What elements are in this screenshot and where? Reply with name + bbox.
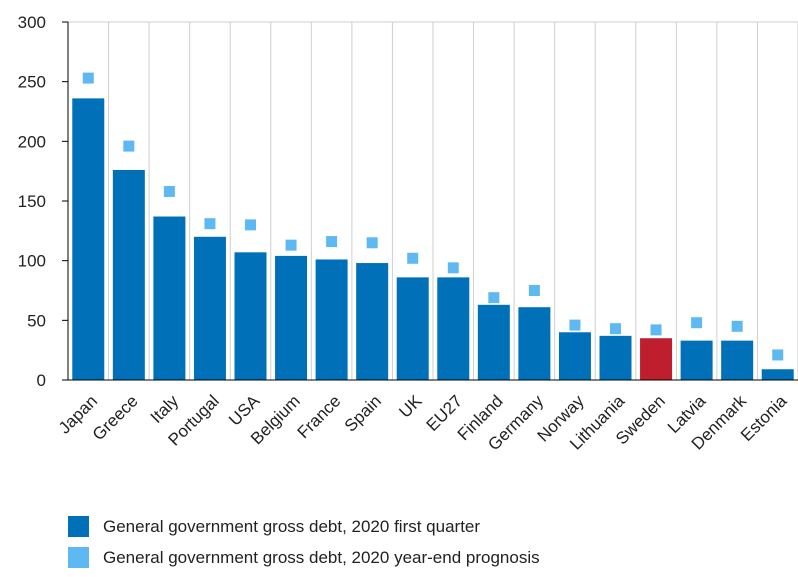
marker-greece bbox=[123, 140, 135, 152]
bar-france bbox=[315, 259, 348, 380]
y-tick-label: 50 bbox=[27, 311, 46, 330]
bar-denmark bbox=[721, 340, 754, 380]
bar-belgium bbox=[275, 255, 308, 380]
bar-greece bbox=[112, 169, 145, 380]
legend-label-year-end-prognosis: General government gross debt, 2020 year… bbox=[103, 547, 540, 567]
bar-norway bbox=[558, 332, 591, 380]
y-tick-label: 200 bbox=[18, 132, 46, 151]
x-tick-label-italy: Italy bbox=[147, 391, 183, 427]
y-tick-label: 100 bbox=[18, 252, 46, 271]
marker-japan bbox=[82, 72, 94, 84]
marker-denmark bbox=[731, 320, 743, 332]
y-tick-label: 150 bbox=[18, 192, 46, 211]
markers bbox=[82, 72, 784, 361]
legend-item-first-quarter: General government gross debt, 2020 firs… bbox=[68, 515, 540, 538]
gridlines bbox=[68, 21, 798, 380]
x-tick-label-estonia: Estonia bbox=[737, 391, 791, 445]
legend-item-year-end-prognosis: General government gross debt, 2020 year… bbox=[68, 546, 540, 569]
bar-finland bbox=[477, 304, 510, 380]
bars bbox=[72, 98, 794, 380]
legend: General government gross debt, 2020 firs… bbox=[68, 515, 540, 577]
marker-finland bbox=[488, 292, 500, 304]
x-tick-label-france: France bbox=[294, 391, 345, 442]
bar-sweden bbox=[640, 338, 673, 380]
bar-portugal bbox=[193, 236, 226, 380]
marker-sweden bbox=[650, 324, 662, 336]
y-tick-label: 300 bbox=[18, 13, 46, 32]
marker-estonia bbox=[772, 349, 784, 361]
x-tick-label-uk: UK bbox=[395, 391, 426, 422]
bar-estonia bbox=[761, 369, 794, 380]
x-tick-label-greece: Greece bbox=[89, 391, 142, 444]
bar-uk bbox=[396, 277, 429, 380]
marker-spain bbox=[366, 237, 378, 249]
bar-japan bbox=[72, 98, 105, 380]
marker-uk bbox=[407, 252, 419, 264]
marker-norway bbox=[569, 319, 581, 331]
y-ticks: 0 50 100 150 200 250 300 bbox=[18, 13, 68, 390]
marker-portugal bbox=[204, 218, 216, 230]
marker-france bbox=[326, 236, 338, 248]
y-tick-label: 250 bbox=[18, 73, 46, 92]
bar-latvia bbox=[680, 340, 713, 380]
bar-lithuania bbox=[599, 335, 632, 380]
marker-germany bbox=[528, 285, 540, 296]
bar-usa bbox=[234, 252, 267, 380]
legend-label-first-quarter: General government gross debt, 2020 firs… bbox=[103, 516, 481, 536]
y-tick-label: 0 bbox=[37, 371, 46, 390]
marker-lithuania bbox=[610, 323, 621, 335]
bar-spain bbox=[356, 263, 389, 380]
marker-latvia bbox=[691, 317, 703, 329]
legend-swatch-year-end-prognosis bbox=[68, 547, 89, 568]
bar-germany bbox=[518, 307, 551, 380]
marker-usa bbox=[245, 219, 256, 231]
marker-belgium bbox=[285, 239, 297, 251]
legend-swatch-first-quarter bbox=[68, 516, 89, 537]
marker-italy bbox=[163, 185, 175, 197]
marker-eu27 bbox=[447, 262, 459, 274]
bar-eu27 bbox=[437, 277, 470, 380]
x-tick-label-spain: Spain bbox=[341, 391, 385, 435]
bar-italy bbox=[153, 216, 186, 380]
